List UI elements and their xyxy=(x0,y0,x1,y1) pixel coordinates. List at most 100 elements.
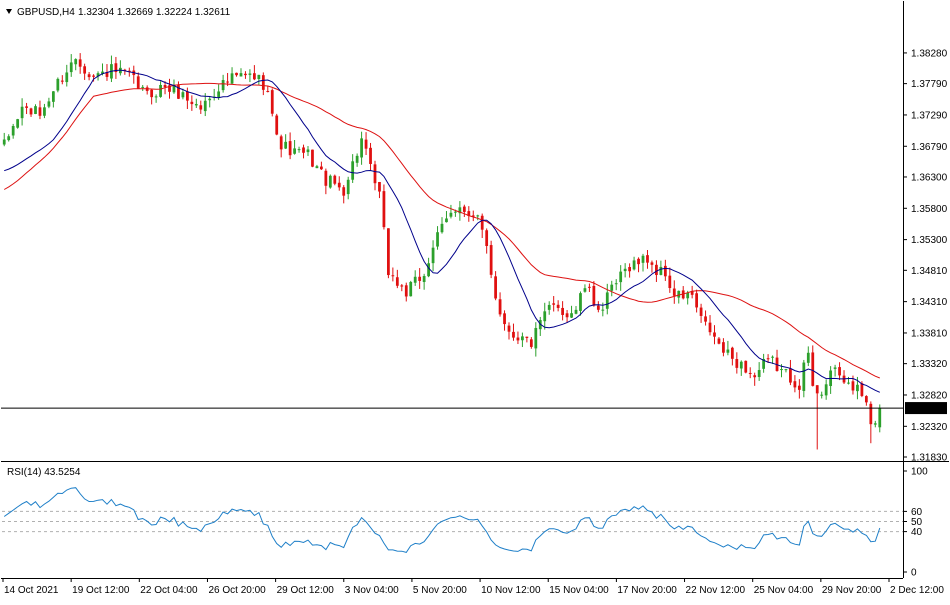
candle-body xyxy=(588,286,591,288)
time-tick-label: 29 Oct 12:00 xyxy=(277,585,335,596)
candle-body xyxy=(471,215,475,217)
rsi-tick-label: 100 xyxy=(911,467,928,478)
price-tick-label: 1.34810 xyxy=(911,266,948,277)
candle-body xyxy=(159,84,162,97)
candle-body xyxy=(516,337,520,341)
candle-body xyxy=(735,359,739,368)
candle-body xyxy=(565,313,569,318)
candle-body xyxy=(114,63,118,73)
candle-body xyxy=(802,362,806,391)
candle-body xyxy=(284,141,288,149)
candle-body xyxy=(226,81,229,83)
candle-body xyxy=(467,211,471,217)
candle-body xyxy=(873,423,877,425)
candle-body xyxy=(806,352,810,363)
price-tick-label: 1.32820 xyxy=(911,390,948,401)
candle-body xyxy=(413,276,417,283)
candle-body xyxy=(815,385,819,394)
candle-body xyxy=(105,72,109,77)
candle-body xyxy=(172,85,176,93)
candle-body xyxy=(235,72,238,76)
candle-body xyxy=(561,307,564,315)
fast-moving-average-line xyxy=(4,69,881,393)
candle-body xyxy=(878,408,882,428)
price-tick-label: 1.35800 xyxy=(911,204,948,215)
candle-body xyxy=(136,76,140,89)
candle-body xyxy=(601,309,605,311)
candle-body xyxy=(668,275,672,289)
candle-body xyxy=(556,304,560,308)
candle-body xyxy=(695,293,699,308)
candle-body xyxy=(677,290,681,298)
candle-body xyxy=(659,266,663,275)
candle-body xyxy=(87,74,91,78)
candle-body xyxy=(529,339,533,347)
candle-body xyxy=(364,139,368,149)
candle-body xyxy=(185,91,189,101)
candle-body xyxy=(83,66,87,74)
candle-body xyxy=(748,372,752,374)
candle-body xyxy=(789,368,792,383)
symbol-header: GBPUSD,H4 1.32304 1.32669 1.32224 1.3261… xyxy=(6,7,231,18)
candle-body xyxy=(583,288,587,292)
candle-body xyxy=(127,70,131,72)
price-tick-label: 1.33810 xyxy=(911,328,948,339)
candle-body xyxy=(856,384,859,392)
price-tick-label: 1.36790 xyxy=(911,142,948,153)
candle-body xyxy=(194,104,198,106)
candle-body xyxy=(480,215,484,230)
candle-body xyxy=(476,215,480,217)
candle-body xyxy=(65,72,69,83)
candle-body xyxy=(690,290,694,295)
candle-body xyxy=(181,92,185,98)
candle-body xyxy=(619,271,623,283)
rsi-tick-label: 40 xyxy=(911,527,923,538)
candle-body xyxy=(592,285,596,306)
candle-body xyxy=(78,59,82,67)
candle-body xyxy=(623,268,627,272)
candle-body xyxy=(333,175,337,184)
price-axis-ticks: 1.38280 1.37790 1.37290 1.36790 1.36300 1.358… xyxy=(903,48,948,464)
candle-body xyxy=(275,115,279,135)
candle-body xyxy=(847,382,850,384)
candle-body xyxy=(253,73,256,80)
time-tick-label: 26 Oct 20:00 xyxy=(208,585,266,596)
candle-body xyxy=(851,381,855,391)
price-tick-label: 1.31830 xyxy=(911,453,948,464)
candle-body xyxy=(29,108,33,115)
candle-body xyxy=(730,347,734,359)
rsi-level-lines xyxy=(2,510,903,533)
candle-body xyxy=(722,342,725,353)
candle-body xyxy=(440,223,444,233)
candle-body xyxy=(744,360,748,373)
candle-body xyxy=(141,86,145,88)
price-tick-label: 1.37290 xyxy=(911,110,948,121)
candle-body xyxy=(824,384,828,396)
candle-body xyxy=(293,148,296,154)
candle-body xyxy=(328,175,332,188)
time-axis-ticks: 14 Oct 2021 19 Oct 12:00 22 Oct 04:00 26 Oc… xyxy=(2,578,944,596)
candle-body xyxy=(69,62,73,73)
candle-body xyxy=(485,230,489,247)
candle-body xyxy=(378,181,381,192)
candle-body xyxy=(51,91,55,102)
candle-body xyxy=(96,73,100,77)
candle-body xyxy=(60,80,64,82)
time-tick-label: 14 Oct 2021 xyxy=(4,585,59,596)
candle-body xyxy=(391,275,395,277)
candle-body xyxy=(47,101,51,107)
candle-body xyxy=(860,383,864,396)
candle-body xyxy=(543,311,547,322)
candle-body xyxy=(780,369,783,371)
candle-body xyxy=(579,293,582,311)
current-price-label-bg xyxy=(905,402,947,415)
dropdown-triangle-icon[interactable] xyxy=(6,9,12,14)
candles-layer xyxy=(2,53,882,450)
candle-body xyxy=(217,91,221,98)
candle-body xyxy=(400,285,404,287)
price-pane[interactable]: 1.38280 1.37790 1.37290 1.36790 1.36300 1.358… xyxy=(1,1,949,579)
candle-body xyxy=(16,119,20,128)
